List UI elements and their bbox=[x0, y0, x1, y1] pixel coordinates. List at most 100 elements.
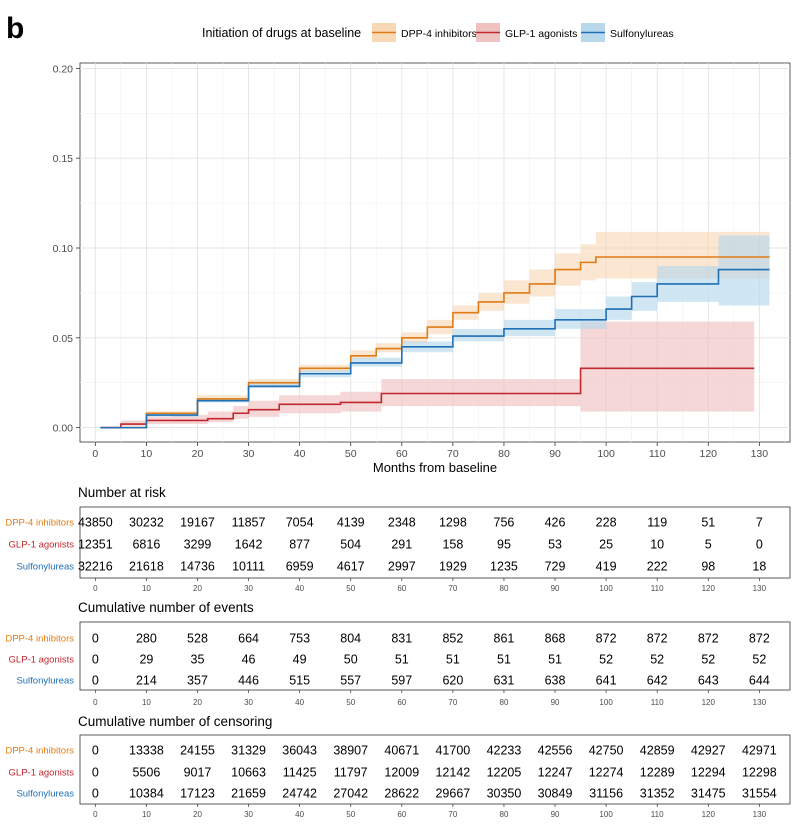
table-cell: 872 bbox=[596, 632, 617, 646]
table-cell: 98 bbox=[701, 560, 715, 574]
table-row-label: DPP-4 inhibitors bbox=[5, 518, 74, 529]
x-tick-label: 120 bbox=[700, 448, 718, 460]
table-title-1: Cumulative number of events bbox=[78, 600, 254, 615]
legend-label-1: GLP-1 agonists bbox=[505, 28, 577, 40]
table-cell: 11797 bbox=[334, 766, 368, 780]
table-cell: 35 bbox=[191, 653, 205, 667]
table-cell: 24742 bbox=[282, 787, 317, 801]
table-cell: 9017 bbox=[184, 766, 212, 780]
table-cell: 291 bbox=[391, 538, 412, 552]
table-tick-label: 80 bbox=[500, 810, 509, 819]
table-cell: 0 bbox=[92, 787, 99, 801]
table-cell: 25 bbox=[599, 538, 613, 552]
table-cell: 5506 bbox=[132, 766, 160, 780]
table-tick-label: 110 bbox=[651, 584, 664, 593]
table-cell: 13338 bbox=[129, 744, 164, 758]
table-cell: 30350 bbox=[487, 787, 522, 801]
table-cell: 49 bbox=[293, 653, 307, 667]
x-tick-label: 90 bbox=[549, 448, 561, 460]
table-cell: 38907 bbox=[333, 744, 368, 758]
legend: Initiation of drugs at baseline DPP-4 in… bbox=[202, 23, 674, 42]
table-cell: 21659 bbox=[231, 787, 266, 801]
table-cell: 756 bbox=[494, 516, 515, 530]
table-cell: 24155 bbox=[180, 744, 215, 758]
table-cell: 852 bbox=[442, 632, 463, 646]
table-cell: 42927 bbox=[691, 744, 726, 758]
table-tick-label: 60 bbox=[397, 810, 406, 819]
x-axis-title: Months from baseline bbox=[373, 460, 497, 475]
table-tick-label: 40 bbox=[295, 810, 304, 819]
table-cell: 42233 bbox=[487, 744, 522, 758]
table-cell: 51 bbox=[446, 653, 460, 667]
table-cell: 31475 bbox=[691, 787, 726, 801]
table-cell: 419 bbox=[596, 560, 617, 574]
table-cell: 6959 bbox=[286, 560, 314, 574]
table-tick-label: 120 bbox=[702, 584, 716, 593]
table-cell: 31329 bbox=[231, 744, 266, 758]
table-cell: 597 bbox=[391, 674, 412, 688]
table-cell: 7054 bbox=[286, 516, 314, 530]
table-cell: 557 bbox=[340, 674, 361, 688]
table-cell: 1929 bbox=[439, 560, 467, 574]
table-cell: 17123 bbox=[180, 787, 215, 801]
table-cell: 41700 bbox=[435, 744, 470, 758]
table-cell: 31156 bbox=[589, 787, 623, 801]
table-tick-label: 10 bbox=[142, 698, 151, 707]
table-cell: 51 bbox=[497, 653, 511, 667]
table-cell: 50 bbox=[344, 653, 358, 667]
table-cell: 642 bbox=[647, 674, 668, 688]
table-cell: 7 bbox=[756, 516, 763, 530]
table-cell: 0 bbox=[92, 632, 99, 646]
table-tick-label: 30 bbox=[244, 584, 253, 593]
y-tick-label: 0.10 bbox=[53, 243, 74, 255]
table-tick-label: 100 bbox=[599, 584, 613, 593]
table-tick-label: 90 bbox=[551, 584, 560, 593]
confidence-band-0 bbox=[100, 231, 770, 428]
table-cell: 42750 bbox=[589, 744, 624, 758]
table-row-label: Sulfonylureas bbox=[16, 789, 74, 800]
table-row-label: DPP-4 inhibitors bbox=[5, 746, 74, 757]
table-cell: 29 bbox=[139, 653, 153, 667]
table-cell: 53 bbox=[548, 538, 562, 552]
table-frame-0 bbox=[79, 506, 791, 579]
table-cell: 861 bbox=[494, 632, 515, 646]
table-tick-label: 130 bbox=[753, 810, 767, 819]
table-row-label: GLP-1 agonists bbox=[9, 655, 75, 666]
table-tick-label: 50 bbox=[346, 810, 355, 819]
table-cell: 36043 bbox=[282, 744, 317, 758]
table-cell: 51 bbox=[395, 653, 409, 667]
table-cell: 12142 bbox=[435, 766, 470, 780]
table-cell: 868 bbox=[545, 632, 566, 646]
table-cell: 620 bbox=[442, 674, 463, 688]
table-cell: 0 bbox=[92, 766, 99, 780]
table-cell: 40671 bbox=[384, 744, 419, 758]
table-cell: 10384 bbox=[129, 787, 164, 801]
x-tick-label: 130 bbox=[751, 448, 769, 460]
table-cell: 10 bbox=[650, 538, 664, 552]
table-tick-label: 110 bbox=[651, 810, 664, 819]
table-cell: 446 bbox=[238, 674, 259, 688]
table-cell: 2997 bbox=[388, 560, 416, 574]
table-cell: 30232 bbox=[129, 516, 164, 530]
table-cell: 52 bbox=[599, 653, 613, 667]
table-tick-label: 120 bbox=[702, 698, 716, 707]
y-tick-label: 0.15 bbox=[53, 153, 74, 165]
table-cell: 0 bbox=[756, 538, 763, 552]
table-cell: 1298 bbox=[439, 516, 467, 530]
table-tick-label: 20 bbox=[193, 810, 202, 819]
series-line-2 bbox=[100, 268, 770, 429]
table-tick-label: 30 bbox=[244, 698, 253, 707]
table-cell: 29667 bbox=[435, 787, 470, 801]
table-cell: 31554 bbox=[742, 787, 777, 801]
table-cell: 10111 bbox=[232, 560, 265, 574]
table-cell: 5 bbox=[705, 538, 712, 552]
table-cell: 43850 bbox=[78, 516, 113, 530]
table-cell: 4139 bbox=[337, 516, 365, 530]
table-cell: 1642 bbox=[235, 538, 263, 552]
y-tick-label: 0.20 bbox=[53, 63, 74, 75]
table-tick-label: 130 bbox=[753, 698, 767, 707]
table-cell: 12205 bbox=[487, 766, 522, 780]
table-tick-label: 0 bbox=[93, 810, 98, 819]
x-tick-label: 20 bbox=[192, 448, 204, 460]
x-tick-label: 60 bbox=[396, 448, 408, 460]
